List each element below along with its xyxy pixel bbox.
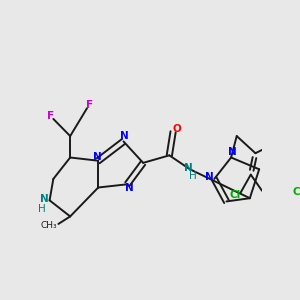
Text: F: F [86, 100, 93, 110]
Text: N: N [40, 194, 49, 204]
Text: F: F [47, 111, 54, 121]
Text: N: N [228, 147, 237, 157]
Text: Cl: Cl [293, 187, 300, 197]
Text: H: H [189, 171, 197, 181]
Text: Cl: Cl [230, 190, 241, 200]
Text: CH₃: CH₃ [40, 221, 57, 230]
Text: O: O [173, 124, 182, 134]
Text: N: N [205, 172, 214, 182]
Text: N: N [125, 183, 134, 193]
Text: H: H [38, 204, 46, 214]
Text: N: N [120, 131, 129, 141]
Text: N: N [93, 152, 101, 162]
Text: N: N [184, 163, 193, 173]
